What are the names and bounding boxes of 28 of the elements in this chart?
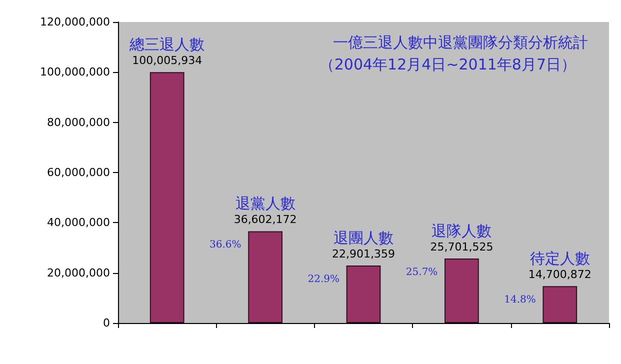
text: （2004年12月4日~2011年8月7日） xyxy=(319,56,576,74)
x-tick-label: 退團人數 xyxy=(334,229,394,248)
x-tick-label: 待定人數 xyxy=(530,250,590,268)
x-tick-label: 退隊人數 xyxy=(432,222,492,240)
annotation: 25.7% xyxy=(406,267,438,278)
y-tick-label: 60,000,000 xyxy=(47,166,110,179)
y-tick-label: 80,000,000 xyxy=(47,116,110,129)
y-tick-label: 40,000,000 xyxy=(47,216,110,230)
text: 一億三退人數中退黨團隊分類分析統計 xyxy=(333,34,588,52)
y-tick-label: 100,000,000 xyxy=(40,66,110,79)
x-tick-label: 退黨人數 xyxy=(235,194,296,213)
data-label: 25,701,525 xyxy=(430,240,494,254)
x-tick-label: 總三退人數 xyxy=(128,36,205,54)
data-label: 22,901,359 xyxy=(332,248,395,261)
y-tick-label: 120,000,000 xyxy=(40,16,110,28)
annotation: 14.8% xyxy=(504,294,536,306)
annotation: 36.6% xyxy=(210,240,242,251)
bar xyxy=(248,231,282,323)
bar xyxy=(444,258,479,323)
bar xyxy=(346,266,381,323)
y-tick-label: 20,000,000 xyxy=(47,266,110,280)
annotation: 22.9% xyxy=(308,274,340,286)
data-label: 36,602,172 xyxy=(234,213,297,226)
bar xyxy=(150,72,184,323)
bar xyxy=(542,286,578,323)
y-tick-label: 0 xyxy=(103,316,110,330)
data-label: 14,700,872 xyxy=(528,268,592,282)
data-label: 100,005,934 xyxy=(132,54,202,68)
